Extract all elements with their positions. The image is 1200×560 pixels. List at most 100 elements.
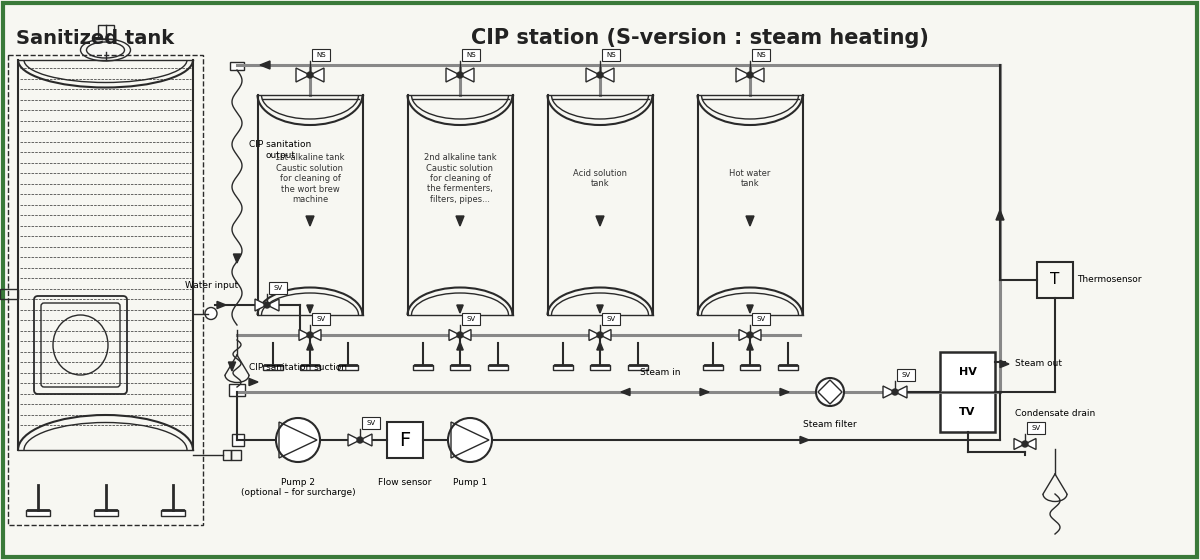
Bar — [1037, 262, 1073, 298]
Circle shape — [205, 307, 217, 320]
Polygon shape — [586, 68, 600, 82]
Bar — [413, 365, 432, 370]
Polygon shape — [250, 379, 258, 386]
Text: Condensate drain: Condensate drain — [1015, 408, 1096, 418]
Polygon shape — [457, 305, 463, 313]
Text: TV: TV — [959, 407, 976, 417]
Bar — [230, 450, 241, 460]
Circle shape — [448, 418, 492, 462]
Text: NS: NS — [606, 52, 616, 58]
Polygon shape — [307, 342, 313, 350]
Circle shape — [307, 332, 313, 338]
Text: SV: SV — [366, 420, 376, 426]
Bar — [752, 313, 770, 325]
Polygon shape — [217, 301, 226, 309]
Text: Thermosensor: Thermosensor — [1078, 276, 1141, 284]
Circle shape — [816, 378, 844, 406]
Bar — [462, 49, 480, 61]
Bar — [752, 49, 770, 61]
Bar — [8, 55, 203, 525]
Polygon shape — [818, 380, 842, 404]
Polygon shape — [456, 216, 464, 226]
Text: SV: SV — [467, 316, 475, 322]
Polygon shape — [622, 389, 630, 395]
Polygon shape — [589, 329, 600, 340]
Text: SV: SV — [274, 285, 282, 291]
Bar — [602, 313, 620, 325]
Bar — [702, 365, 722, 370]
Text: Hot water
tank: Hot water tank — [730, 169, 770, 188]
Text: Steam filter: Steam filter — [803, 420, 857, 429]
Bar — [263, 365, 282, 370]
Polygon shape — [256, 299, 266, 311]
Bar — [590, 365, 610, 370]
Polygon shape — [600, 329, 611, 340]
Polygon shape — [360, 434, 372, 446]
Bar — [26, 510, 50, 516]
Polygon shape — [750, 68, 764, 82]
Bar — [300, 365, 320, 370]
Polygon shape — [736, 68, 750, 82]
Text: 2nd alkaline tank
Caustic solution
for cleaning of
the fermenters,
filters, pipe: 2nd alkaline tank Caustic solution for c… — [424, 153, 497, 204]
Bar — [386, 422, 424, 458]
Circle shape — [457, 332, 463, 338]
Polygon shape — [700, 389, 709, 395]
Polygon shape — [1025, 438, 1036, 450]
Polygon shape — [596, 342, 604, 350]
Polygon shape — [299, 329, 310, 340]
Polygon shape — [449, 329, 460, 340]
Text: HV: HV — [959, 367, 977, 377]
Bar — [898, 369, 916, 381]
Polygon shape — [1000, 361, 1009, 367]
Bar — [223, 450, 230, 460]
Bar — [487, 365, 508, 370]
Text: T: T — [1050, 273, 1060, 287]
Circle shape — [746, 332, 754, 338]
Text: SV: SV — [606, 316, 616, 322]
Polygon shape — [596, 216, 604, 226]
Bar — [269, 282, 287, 294]
Polygon shape — [228, 362, 235, 371]
Polygon shape — [1014, 438, 1025, 450]
Circle shape — [598, 332, 604, 338]
Text: 1st alkaline tank
Caustic solution
for cleaning of
the wort brew
machine: 1st alkaline tank Caustic solution for c… — [275, 153, 344, 204]
Polygon shape — [306, 216, 314, 226]
Text: Flow sensor: Flow sensor — [378, 478, 432, 487]
Polygon shape — [460, 68, 474, 82]
Bar — [161, 510, 185, 516]
Bar — [778, 365, 798, 370]
Polygon shape — [883, 386, 895, 398]
Bar — [450, 365, 470, 370]
Polygon shape — [310, 68, 324, 82]
Text: F: F — [400, 431, 410, 450]
Bar — [552, 365, 572, 370]
Polygon shape — [266, 299, 278, 311]
Circle shape — [746, 72, 754, 78]
Bar — [229, 384, 245, 396]
Text: Acid solution
tank: Acid solution tank — [574, 169, 628, 188]
Bar — [337, 365, 358, 370]
Polygon shape — [746, 305, 754, 313]
Bar — [462, 313, 480, 325]
Polygon shape — [600, 68, 614, 82]
Bar — [0, 289, 18, 299]
Circle shape — [1022, 441, 1028, 447]
Circle shape — [358, 437, 364, 443]
Bar — [230, 62, 244, 70]
Circle shape — [892, 389, 898, 395]
Bar — [94, 510, 118, 516]
Polygon shape — [895, 386, 907, 398]
Circle shape — [307, 72, 313, 78]
Text: NS: NS — [316, 52, 326, 58]
Polygon shape — [780, 389, 790, 395]
Text: SV: SV — [1032, 425, 1040, 431]
Bar — [97, 25, 114, 39]
Text: Pump 1: Pump 1 — [452, 478, 487, 487]
Polygon shape — [446, 68, 460, 82]
Polygon shape — [310, 329, 322, 340]
Bar — [232, 434, 244, 446]
Polygon shape — [457, 342, 463, 350]
Bar — [940, 352, 995, 432]
Polygon shape — [800, 436, 809, 444]
Text: CIP sanitation
output: CIP sanitation output — [250, 141, 311, 160]
